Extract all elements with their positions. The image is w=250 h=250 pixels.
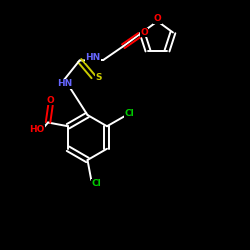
- Text: HN: HN: [85, 54, 100, 62]
- Text: HO: HO: [29, 126, 44, 134]
- Text: S: S: [96, 74, 102, 82]
- Text: Cl: Cl: [92, 179, 101, 188]
- Text: HN: HN: [57, 79, 72, 88]
- Text: O: O: [47, 96, 54, 105]
- Text: O: O: [140, 28, 148, 37]
- Text: O: O: [154, 14, 162, 23]
- Text: Cl: Cl: [124, 109, 134, 118]
